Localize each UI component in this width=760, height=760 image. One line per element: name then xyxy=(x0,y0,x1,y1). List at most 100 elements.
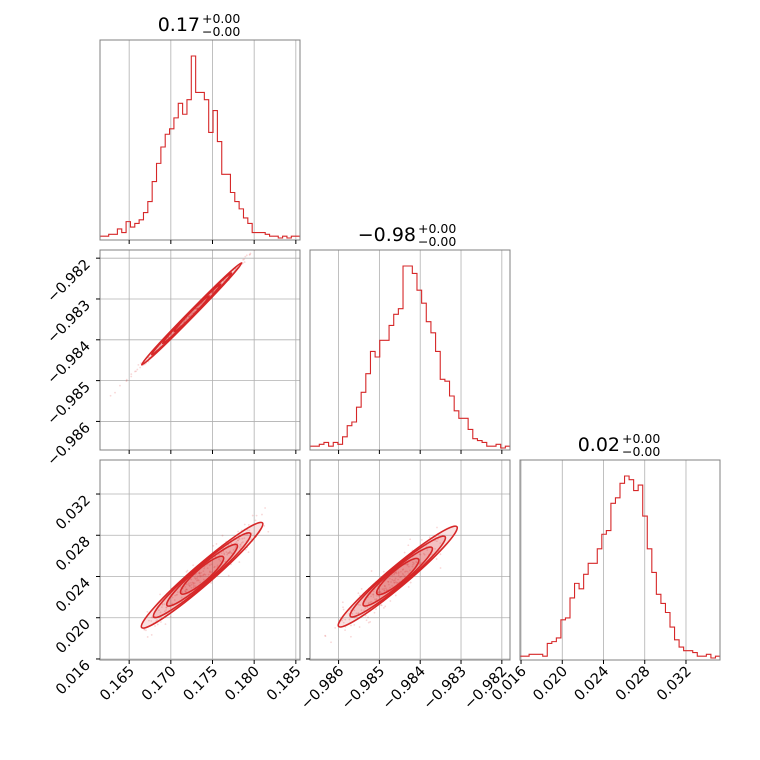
scatter-point xyxy=(259,242,261,244)
scatter-point xyxy=(245,254,248,257)
scatter-point xyxy=(169,615,172,618)
scatter-point xyxy=(397,574,400,577)
scatter-point xyxy=(176,593,179,596)
scatter-point xyxy=(248,253,251,256)
scatter-point xyxy=(165,606,168,609)
scatter-point xyxy=(185,570,188,573)
scatter-point xyxy=(221,534,224,537)
scatter-point xyxy=(212,544,215,547)
title-p0: 0.17 xyxy=(158,14,200,36)
scatter-point xyxy=(426,549,429,551)
tick-label-y: 0.016 xyxy=(53,657,94,698)
scatter-point xyxy=(170,333,173,335)
tick-label-y: −0.986 xyxy=(45,420,94,469)
scatter-point xyxy=(235,541,238,543)
scatter-point xyxy=(179,586,182,588)
scatter-point xyxy=(239,543,242,546)
scatter-point xyxy=(247,551,250,554)
scatter-point xyxy=(387,583,390,586)
scatter-point xyxy=(243,523,246,526)
scatter-point xyxy=(192,586,195,589)
density-contour xyxy=(337,525,459,628)
tick-label-y: 0.032 xyxy=(53,493,94,534)
scatter-point xyxy=(389,600,392,602)
scatter-point xyxy=(382,606,385,609)
scatter-point xyxy=(364,607,367,609)
scatter-point xyxy=(220,552,223,555)
scatter-point xyxy=(230,542,233,545)
scatter-point xyxy=(324,634,327,637)
scatter-point xyxy=(388,577,391,580)
scatter-point xyxy=(125,380,128,383)
scatter-point xyxy=(236,539,239,542)
scatter-point xyxy=(348,618,351,621)
scatter-point xyxy=(209,570,211,573)
scatter-point xyxy=(397,572,400,575)
scatter-point xyxy=(204,573,207,576)
scatter-point xyxy=(207,573,210,576)
scatter-point xyxy=(434,547,437,550)
scatter-point xyxy=(364,614,367,617)
scatter-point xyxy=(402,568,405,571)
scatter-point xyxy=(192,582,195,584)
scatter-point xyxy=(370,600,373,603)
scatter-point xyxy=(227,574,230,577)
scatter-point xyxy=(150,620,153,622)
title-p0-plus: +0.00 xyxy=(202,11,240,26)
scatter-point xyxy=(431,553,433,556)
scatter-point xyxy=(197,579,200,582)
scatter-point xyxy=(379,591,382,594)
scatter-point xyxy=(196,307,199,310)
scatter-point xyxy=(200,571,203,574)
scatter-point xyxy=(210,292,213,295)
scatter-point xyxy=(242,258,245,261)
scatter-point xyxy=(350,635,352,638)
scatter-point xyxy=(154,625,156,627)
scatter-point xyxy=(404,571,406,573)
scatter-point xyxy=(369,620,372,623)
scatter-point xyxy=(247,523,250,526)
scatter-point xyxy=(435,540,438,543)
scatter-point xyxy=(393,581,396,584)
panel-scatter-p0-p1: −0.986−0.985−0.984−0.983−0.982 xyxy=(45,242,301,469)
scatter-point xyxy=(164,623,167,626)
scatter-point xyxy=(393,579,396,582)
scatter-point xyxy=(165,606,168,609)
scatter-point xyxy=(399,576,402,579)
tick-label-y: −0.983 xyxy=(45,297,94,346)
density-contour xyxy=(165,543,239,607)
scatter-point xyxy=(397,578,400,581)
scatter-point xyxy=(203,573,206,576)
tick-label-y: −0.985 xyxy=(45,379,94,428)
scatter-point xyxy=(191,312,194,314)
scatter-point xyxy=(184,586,187,588)
scatter-point xyxy=(228,552,230,554)
scatter-point xyxy=(196,307,198,310)
scatter-point xyxy=(375,598,378,600)
tick-label-x: 0.175 xyxy=(181,664,222,705)
scatter-point xyxy=(381,588,384,591)
scatter-point xyxy=(223,552,226,555)
scatter-point xyxy=(428,536,431,539)
scatter-point xyxy=(182,321,185,324)
scatter-point xyxy=(187,584,190,586)
scatter-point xyxy=(216,564,219,567)
scatter-point xyxy=(119,384,121,387)
scatter-point xyxy=(351,612,354,615)
scatter-point xyxy=(240,542,243,544)
scatter-point xyxy=(412,563,414,566)
scatter-point xyxy=(418,553,421,556)
scatter-point xyxy=(393,572,396,575)
scatter-point xyxy=(223,553,226,556)
scatter-point xyxy=(246,533,248,536)
scatter-point xyxy=(384,605,387,608)
scatter-point xyxy=(411,565,414,568)
scatter-point xyxy=(425,545,428,548)
scatter-point xyxy=(159,593,161,596)
tick-label-x: 0.180 xyxy=(222,664,263,705)
scatter-point xyxy=(203,567,206,570)
histogram-p0 xyxy=(100,55,300,239)
density-contour xyxy=(179,555,225,595)
scatter-point xyxy=(358,626,361,628)
scatter-point xyxy=(238,546,241,549)
